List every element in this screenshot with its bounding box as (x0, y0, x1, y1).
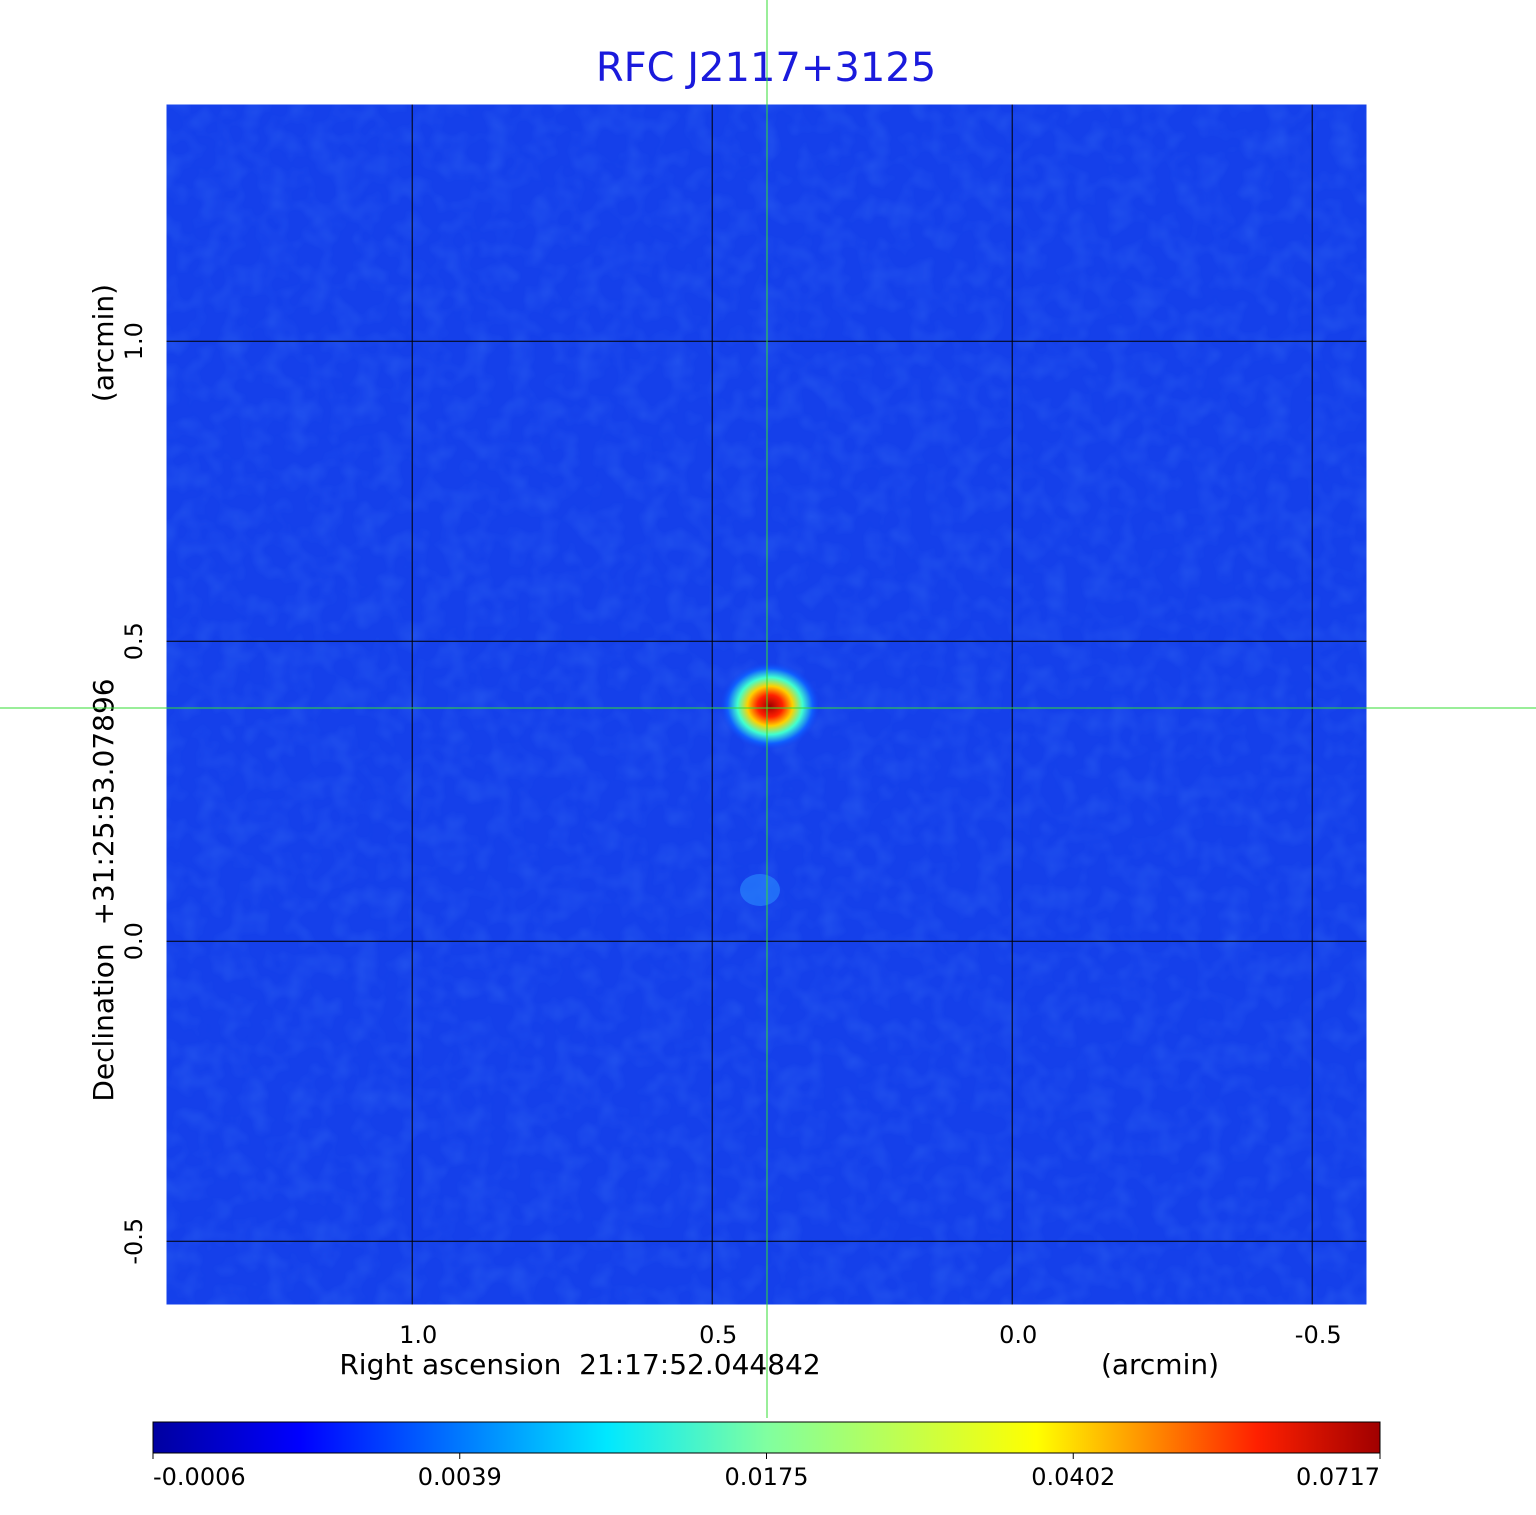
y-axis-unit: (arcmin) (87, 284, 120, 402)
x-tick-label: 0.0 (999, 1321, 1037, 1349)
colorbar (152, 1421, 1381, 1454)
chart-title: RFC J2117+3125 (596, 45, 936, 91)
y-tick-label: 0.0 (120, 922, 148, 960)
x-tick-label: -0.5 (1295, 1321, 1342, 1349)
y-axis-label: Declination +31:25:53.07896 (87, 678, 120, 1101)
colorbar-tick-label: 0.0175 (725, 1463, 809, 1491)
colorbar-tick-label: 0.0039 (418, 1463, 502, 1491)
secondary-blob (740, 874, 780, 906)
x-axis-unit: (arcmin) (1101, 1348, 1219, 1381)
colorbar-tick-label: 0.0402 (1031, 1463, 1115, 1491)
y-tick-label: -0.5 (120, 1218, 148, 1265)
x-tick-label: 0.5 (699, 1321, 737, 1349)
colorbar-tick-label: 0.0717 (1296, 1463, 1380, 1491)
x-tick-label: 1.0 (399, 1321, 437, 1349)
x-axis-label: Right ascension 21:17:52.044842 (339, 1348, 820, 1381)
y-tick-label: 1.0 (120, 322, 148, 360)
y-tick-label: 0.5 (120, 622, 148, 660)
colorbar-tick-label: -0.0006 (153, 1463, 246, 1491)
source-blob (720, 662, 820, 750)
